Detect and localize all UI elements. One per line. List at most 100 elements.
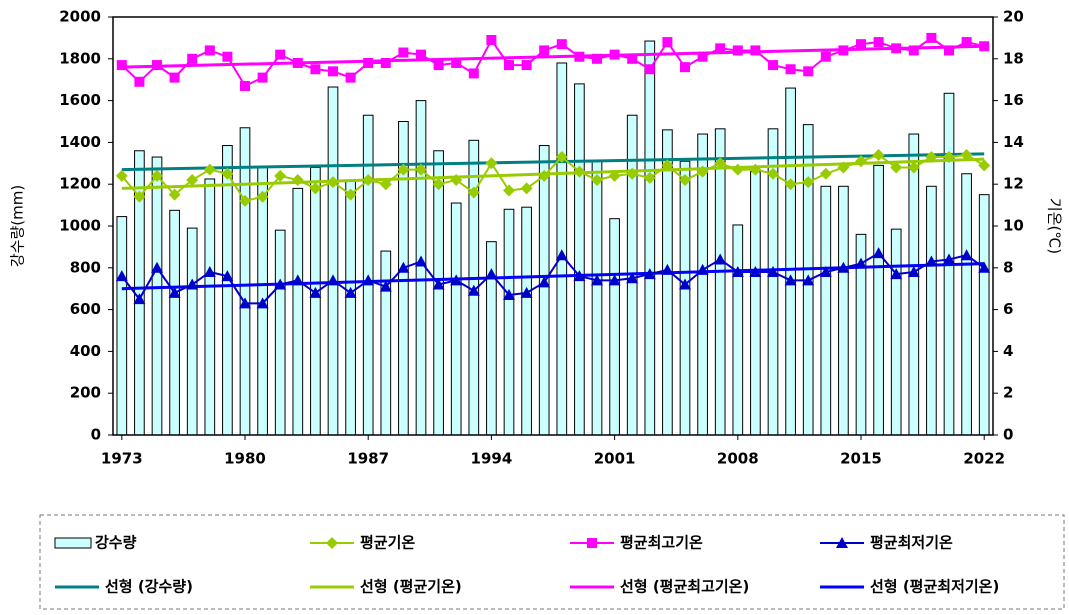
marker xyxy=(115,270,128,282)
marker xyxy=(873,37,884,48)
marker xyxy=(168,188,181,201)
marker xyxy=(978,261,991,273)
y2-tick-label: 2 xyxy=(1003,384,1013,402)
marker xyxy=(134,76,145,87)
marker xyxy=(432,178,445,191)
marker xyxy=(151,169,163,182)
x-tick-label: 2001 xyxy=(594,450,636,468)
y-tick-label: 1800 xyxy=(59,49,101,67)
marker xyxy=(609,49,620,60)
bar xyxy=(662,129,673,436)
marker xyxy=(362,174,375,187)
y-tick-label: 200 xyxy=(70,384,101,402)
marker xyxy=(397,261,410,273)
marker xyxy=(644,64,655,75)
marker xyxy=(819,167,832,180)
x-tick-label: 2022 xyxy=(963,450,1005,468)
marker xyxy=(555,249,568,261)
marker xyxy=(643,171,656,184)
marker xyxy=(398,47,409,58)
marker xyxy=(680,62,690,73)
marker xyxy=(451,57,462,68)
marker xyxy=(574,51,585,62)
marker xyxy=(379,280,392,292)
bar xyxy=(204,178,216,436)
marker xyxy=(767,265,779,277)
marker xyxy=(802,176,815,189)
marker xyxy=(837,161,850,174)
trend-line xyxy=(121,152,985,172)
series-line xyxy=(121,251,985,305)
marker xyxy=(784,178,797,191)
marker xyxy=(203,163,216,176)
legend-label: 평균최저기온 xyxy=(870,534,953,552)
marker xyxy=(643,268,656,280)
marker xyxy=(415,163,427,176)
marker xyxy=(837,261,850,273)
marker xyxy=(838,45,849,56)
legend-label: 강수량 xyxy=(95,534,137,552)
marker xyxy=(978,159,991,172)
y-tick-label: 1000 xyxy=(59,217,101,235)
y2-tick-label: 4 xyxy=(1003,342,1013,360)
marker xyxy=(168,286,181,298)
y2-tick-label: 14 xyxy=(1003,133,1024,151)
bar xyxy=(556,62,568,436)
bar xyxy=(978,194,990,436)
marker xyxy=(186,174,199,187)
marker xyxy=(679,278,691,290)
legend-swatch xyxy=(54,537,92,549)
marker xyxy=(503,288,515,300)
marker xyxy=(819,265,832,277)
bar xyxy=(186,227,198,436)
marker xyxy=(908,45,919,56)
bar xyxy=(591,160,603,436)
marker xyxy=(627,53,638,64)
y2-tick-label: 20 xyxy=(1003,8,1024,26)
x-tick-label: 1973 xyxy=(101,450,143,468)
marker xyxy=(731,265,744,277)
bar xyxy=(292,187,304,436)
marker xyxy=(696,165,709,178)
bar xyxy=(415,100,427,436)
marker xyxy=(467,186,480,199)
marker xyxy=(803,66,814,77)
marker xyxy=(573,165,586,178)
marker xyxy=(345,72,356,83)
marker xyxy=(151,261,163,273)
marker xyxy=(608,169,621,182)
bar xyxy=(714,128,726,436)
marker xyxy=(538,276,551,288)
marker xyxy=(115,169,128,182)
marker xyxy=(802,274,815,286)
marker xyxy=(221,270,234,282)
marker xyxy=(520,182,533,195)
bar xyxy=(503,208,515,436)
marker xyxy=(204,45,215,56)
marker xyxy=(979,41,990,52)
bar xyxy=(222,145,233,436)
y-tick-label: 1600 xyxy=(59,91,101,109)
bar xyxy=(838,185,849,436)
y-tick-label: 800 xyxy=(70,258,101,276)
marker xyxy=(133,190,146,203)
marker xyxy=(344,286,357,298)
marker xyxy=(836,537,848,548)
marker xyxy=(486,34,497,45)
marker xyxy=(397,163,410,176)
marker xyxy=(256,297,269,309)
marker xyxy=(344,188,357,201)
marker xyxy=(291,274,304,286)
bar xyxy=(433,150,444,436)
marker xyxy=(696,263,709,275)
marker xyxy=(221,167,234,180)
marker xyxy=(925,151,938,164)
plot-frame xyxy=(112,16,994,436)
marker xyxy=(485,268,498,280)
y2-tick-label: 6 xyxy=(1003,300,1013,318)
y2-tick-label: 10 xyxy=(1003,217,1024,235)
marker xyxy=(697,51,708,62)
marker xyxy=(274,278,287,290)
marker xyxy=(467,284,480,296)
